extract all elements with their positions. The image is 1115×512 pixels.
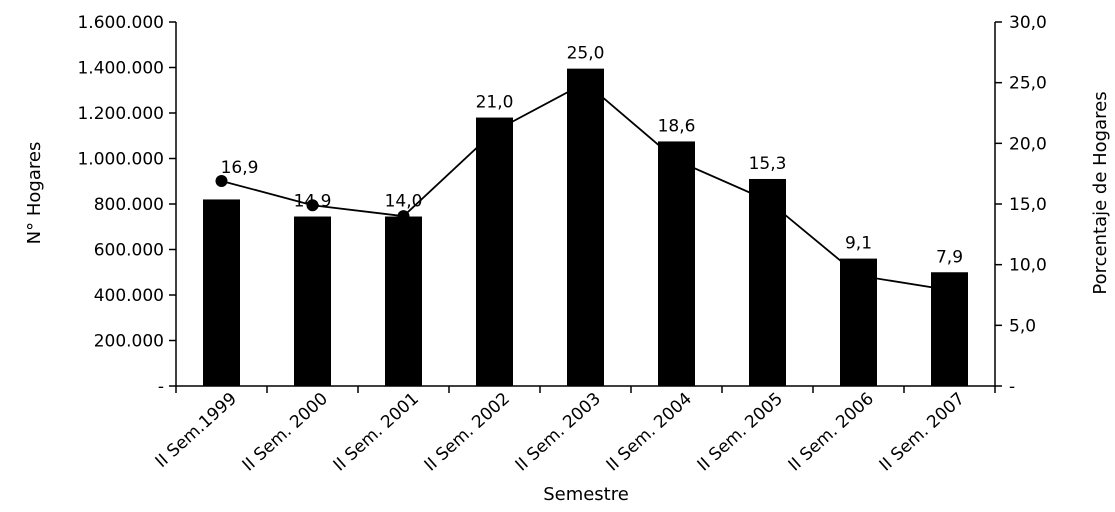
right-tick-label: -: [1009, 377, 1015, 397]
bar: [931, 272, 968, 386]
line-point: [397, 210, 410, 223]
left-tick-label: 1.600.000: [77, 13, 164, 33]
x-tick-label: II Sem. 2007: [876, 389, 969, 476]
left-tick-label: 1.400.000: [77, 59, 164, 79]
x-tick-label: II Sem. 2003: [512, 389, 605, 476]
line-data-label: 18,6: [658, 116, 696, 136]
left-tick-label: 600.000: [94, 241, 164, 261]
right-tick-label: 5,0: [1009, 316, 1036, 336]
right-tick-label: 20,0: [1009, 134, 1047, 154]
line-data-label: 25,0: [567, 44, 605, 64]
bar: [840, 258, 877, 386]
left-tick-label: 1.200.000: [77, 104, 164, 124]
bar: [476, 117, 513, 387]
x-tick-label: II Sem. 2006: [785, 389, 878, 476]
bar-series: [203, 68, 968, 387]
left-tick-label: 800.000: [94, 195, 164, 215]
x-tick-label: II Sem. 2002: [421, 389, 514, 476]
bar: [385, 216, 422, 386]
line-point: [215, 174, 228, 187]
left-tick-label: 400.000: [94, 286, 164, 306]
line-data-label: 14,9: [294, 192, 332, 212]
y2-axis-title: Porcentaje de Hogares: [1090, 91, 1111, 294]
x-tick-label: II Sem. 2005: [694, 389, 787, 476]
right-tick-label: 15,0: [1009, 195, 1047, 215]
left-y-axis: - 200.000 400.000 600.000 800.000 1.000.000 1.…: [77, 13, 176, 397]
x-tick-label: II Sem. 2000: [239, 389, 332, 476]
y-axis-title: N° Hogares: [24, 142, 45, 245]
line-point: [306, 199, 319, 212]
data-labels: 16,9 14,9 14,0 21,0 25,0 18,6 15,3 9,1 7,9: [221, 44, 963, 268]
line-data-label: 16,9: [221, 158, 259, 178]
bar: [294, 216, 331, 386]
line-data-label: 7,9: [936, 247, 963, 267]
right-tick-label: 30,0: [1009, 13, 1047, 33]
right-y-axis: - 5,0 10,0 15,0 20,0 25,0 30,0: [995, 13, 1047, 397]
line-data-label: 21,0: [476, 93, 514, 113]
x-tick-label: II Sem. 2001: [330, 389, 423, 476]
left-tick-label: -: [158, 377, 164, 397]
line-path: [221, 81, 950, 292]
left-tick-label: 200.000: [94, 332, 164, 352]
line-data-label: 15,3: [749, 154, 787, 174]
line-data-label: 14,0: [385, 192, 423, 212]
x-axis-title: Semestre: [543, 484, 629, 505]
x-tick-label: II Sem.1999: [152, 389, 241, 472]
bar: [749, 178, 786, 386]
x-tick-label: II Sem. 2004: [603, 389, 696, 476]
line-series: [215, 81, 950, 292]
bar: [658, 141, 695, 386]
bar: [567, 68, 604, 386]
bar: [203, 199, 240, 386]
right-tick-label: 25,0: [1009, 74, 1047, 94]
left-tick-label: 1.000.000: [77, 150, 164, 170]
right-tick-label: 10,0: [1009, 256, 1047, 276]
line-data-label: 9,1: [845, 234, 872, 254]
